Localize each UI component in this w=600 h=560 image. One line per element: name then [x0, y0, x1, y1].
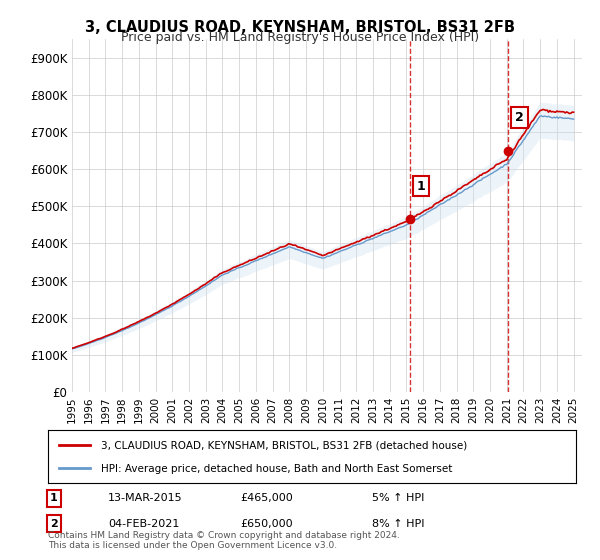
- Text: £465,000: £465,000: [240, 493, 293, 503]
- Text: 5% ↑ HPI: 5% ↑ HPI: [372, 493, 424, 503]
- Text: HPI: Average price, detached house, Bath and North East Somerset: HPI: Average price, detached house, Bath…: [101, 464, 452, 474]
- Text: 8% ↑ HPI: 8% ↑ HPI: [372, 519, 425, 529]
- Text: Contains HM Land Registry data © Crown copyright and database right 2024.
This d: Contains HM Land Registry data © Crown c…: [48, 530, 400, 550]
- Text: 3, CLAUDIUS ROAD, KEYNSHAM, BRISTOL, BS31 2FB (detached house): 3, CLAUDIUS ROAD, KEYNSHAM, BRISTOL, BS3…: [101, 441, 467, 451]
- Text: 3, CLAUDIUS ROAD, KEYNSHAM, BRISTOL, BS31 2FB: 3, CLAUDIUS ROAD, KEYNSHAM, BRISTOL, BS3…: [85, 20, 515, 35]
- Text: 13-MAR-2015: 13-MAR-2015: [108, 493, 182, 503]
- Text: 2: 2: [50, 519, 58, 529]
- Text: Price paid vs. HM Land Registry's House Price Index (HPI): Price paid vs. HM Land Registry's House …: [121, 31, 479, 44]
- Text: 04-FEB-2021: 04-FEB-2021: [108, 519, 179, 529]
- Text: 1: 1: [50, 493, 58, 503]
- Text: 2: 2: [515, 111, 524, 124]
- Text: 1: 1: [416, 180, 425, 193]
- Text: £650,000: £650,000: [240, 519, 293, 529]
